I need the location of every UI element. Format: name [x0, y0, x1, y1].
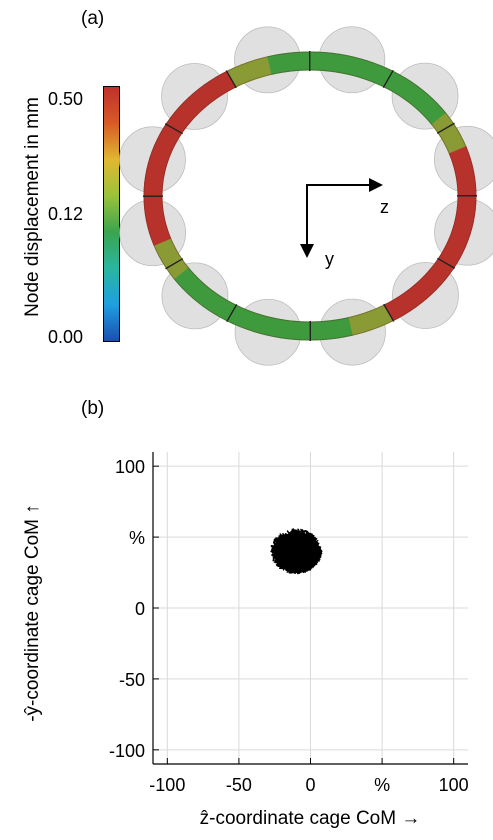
y-tick-label: -50: [119, 670, 145, 690]
x-axis-label: ẑ-coordinate cage CoM →: [199, 808, 421, 829]
x-tick-label: 100: [439, 775, 469, 795]
colorbar-tick-mid: 0.12: [48, 204, 84, 224]
pocket-divider: [164, 123, 183, 135]
y-axis-label-a: y: [325, 249, 334, 269]
x-tick-label: 0: [305, 775, 315, 795]
cage-com-trajectory: [270, 528, 323, 575]
colorbar-tick-min: 0.00: [48, 327, 84, 347]
y-tick-label: -100: [109, 741, 145, 761]
colorbar-tick-max: 0.50: [48, 89, 84, 109]
pocket-divider: [382, 69, 394, 88]
panel-a-label: (a): [81, 8, 105, 29]
y-tick-label: 0: [135, 599, 145, 619]
pocket-divider: [437, 257, 456, 269]
pocket-divider: [165, 258, 184, 270]
pocket-divider: [226, 304, 238, 323]
pocket-divider: [383, 303, 395, 322]
z-axis-label: z: [380, 197, 389, 217]
cage-ring-segment: [456, 183, 477, 198]
x-tick-label: -100: [149, 775, 185, 795]
bearing-cage-figure: zy: [119, 26, 493, 366]
z-arrowhead: [369, 178, 383, 192]
colorbar: [103, 86, 120, 342]
pocket-divider: [225, 70, 237, 89]
y-tick-label: 100: [115, 457, 145, 477]
y-tick-label: %: [129, 528, 145, 548]
pocket-divider: [436, 122, 455, 134]
panel-b-label: (b): [81, 398, 105, 419]
y-arrowhead: [300, 244, 314, 258]
x-tick-label: -50: [226, 775, 252, 795]
x-tick-label: %: [374, 775, 390, 795]
